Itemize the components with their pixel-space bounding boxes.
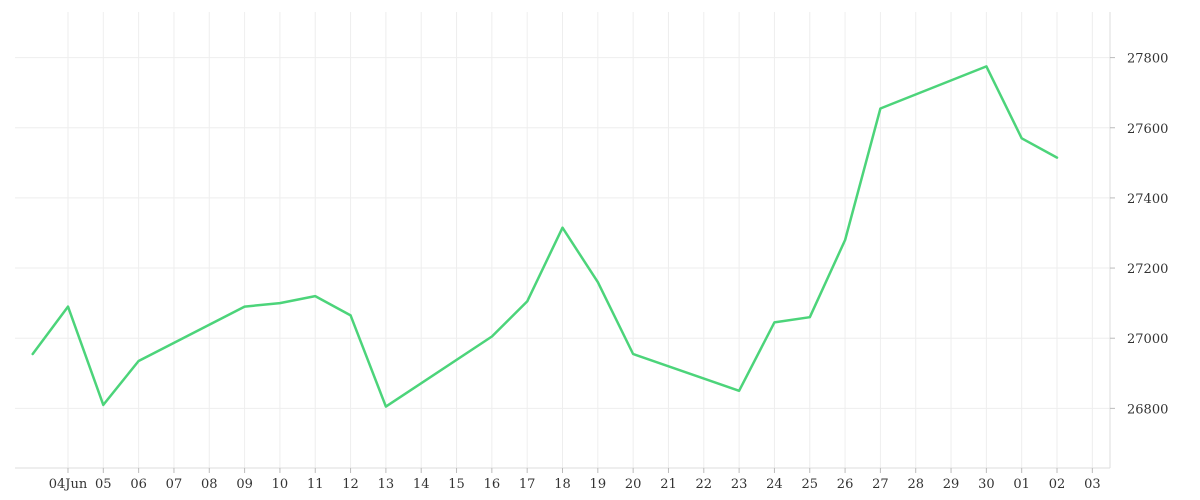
x-tick-label: 21 — [660, 477, 677, 492]
x-tick-label: 26 — [837, 477, 854, 492]
x-axis-ticks: 04Jun 05 06 07 08 09 10 11 12 13 14 15 16 17 18 19 20 21 2… — [49, 468, 1101, 492]
x-tick-label: 08 — [201, 477, 218, 492]
x-tick-label: 17 — [519, 477, 536, 492]
y-tick-label: 27600 — [1127, 122, 1168, 137]
x-tick-label: 07 — [166, 477, 183, 492]
x-tick-label: 23 — [731, 477, 748, 492]
x-tick-label: 03 — [1084, 477, 1101, 492]
x-tick-label: 30 — [978, 477, 995, 492]
y-tick-label: 27200 — [1127, 262, 1168, 277]
x-tick-label: 11 — [307, 477, 324, 492]
x-tick-label: 10 — [272, 477, 289, 492]
x-tick-label: 05 — [95, 477, 112, 492]
x-tick-label: 27 — [872, 477, 889, 492]
x-tick-label: 18 — [554, 477, 571, 492]
x-tick-label: 13 — [378, 477, 395, 492]
x-tick-label: 15 — [448, 477, 465, 492]
series-layer — [31, 65, 1059, 408]
x-tick-label: 24 — [766, 477, 783, 492]
x-tick-label: 06 — [130, 477, 147, 492]
x-tick-label: 22 — [696, 477, 713, 492]
y-tick-label: 27000 — [1127, 332, 1168, 347]
x-tick-label: 25 — [801, 477, 818, 492]
y-axis-ticks: 26800 27000 27200 27400 27600 27800 — [1110, 52, 1168, 417]
y-tick-label: 27800 — [1127, 52, 1168, 67]
series-line — [31, 65, 1059, 408]
x-tick-label: 02 — [1049, 477, 1066, 492]
y-tick-label: 26800 — [1127, 402, 1168, 417]
x-tick-label: 14 — [413, 477, 430, 492]
x-tick-label: 19 — [590, 477, 607, 492]
x-tick-label: 28 — [907, 477, 924, 492]
x-tick-label: 01 — [1013, 477, 1030, 492]
x-tick-label: 16 — [484, 477, 501, 492]
x-tick-label: 09 — [236, 477, 253, 492]
y-tick-label: 27400 — [1127, 192, 1168, 207]
x-tick-label: 20 — [625, 477, 642, 492]
x-tick-label: 29 — [943, 477, 960, 492]
x-tick-label: 04Jun — [49, 477, 88, 492]
x-tick-label: 12 — [342, 477, 359, 492]
grid-lines — [15, 12, 1110, 468]
